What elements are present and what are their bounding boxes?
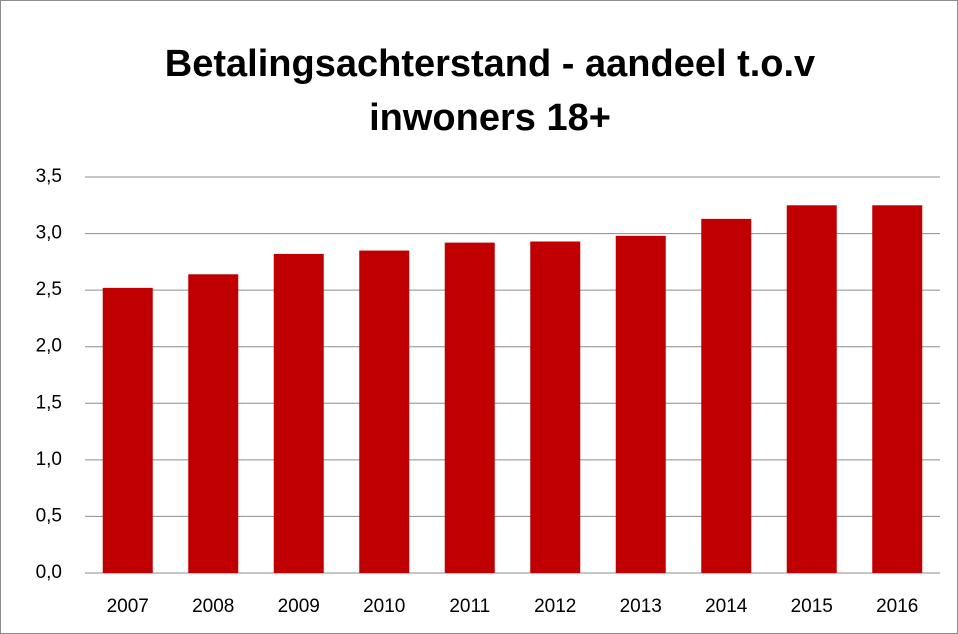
x-tick-label: 2007 <box>107 596 149 617</box>
bar <box>359 250 410 574</box>
y-tick-label: 3,0 <box>36 223 62 244</box>
x-tick-label: 2012 <box>534 596 576 617</box>
y-tick-label: 2,5 <box>36 279 62 300</box>
bar <box>273 253 324 574</box>
bar <box>615 235 666 573</box>
y-tick-label: 3,5 <box>36 166 62 187</box>
bar <box>786 205 837 574</box>
x-tick-label: 2011 <box>449 596 490 617</box>
y-tick-label: 2,0 <box>36 336 62 357</box>
chart-title: Betalingsachterstand - aandeel t.o.v <box>165 43 815 85</box>
chart-title: inwoners 18+ <box>369 97 611 139</box>
x-tick-label: 2008 <box>192 596 234 617</box>
bar <box>530 241 581 573</box>
x-tick-label: 2013 <box>620 596 662 617</box>
y-tick-label: 1,5 <box>36 392 62 413</box>
x-tick-label: 2016 <box>876 596 918 617</box>
bar <box>701 218 752 573</box>
bar <box>444 242 495 573</box>
x-tick-label: 2009 <box>278 596 320 617</box>
x-tick-label: 2010 <box>363 596 405 617</box>
x-tick-label: 2015 <box>791 596 833 617</box>
y-tick-label: 0,0 <box>36 562 62 583</box>
bar <box>102 287 153 573</box>
x-tick-label: 2014 <box>705 596 748 617</box>
bar <box>872 205 923 574</box>
bar <box>188 274 239 573</box>
y-tick-label: 1,0 <box>36 449 62 470</box>
y-tick-label: 0,5 <box>36 505 62 526</box>
